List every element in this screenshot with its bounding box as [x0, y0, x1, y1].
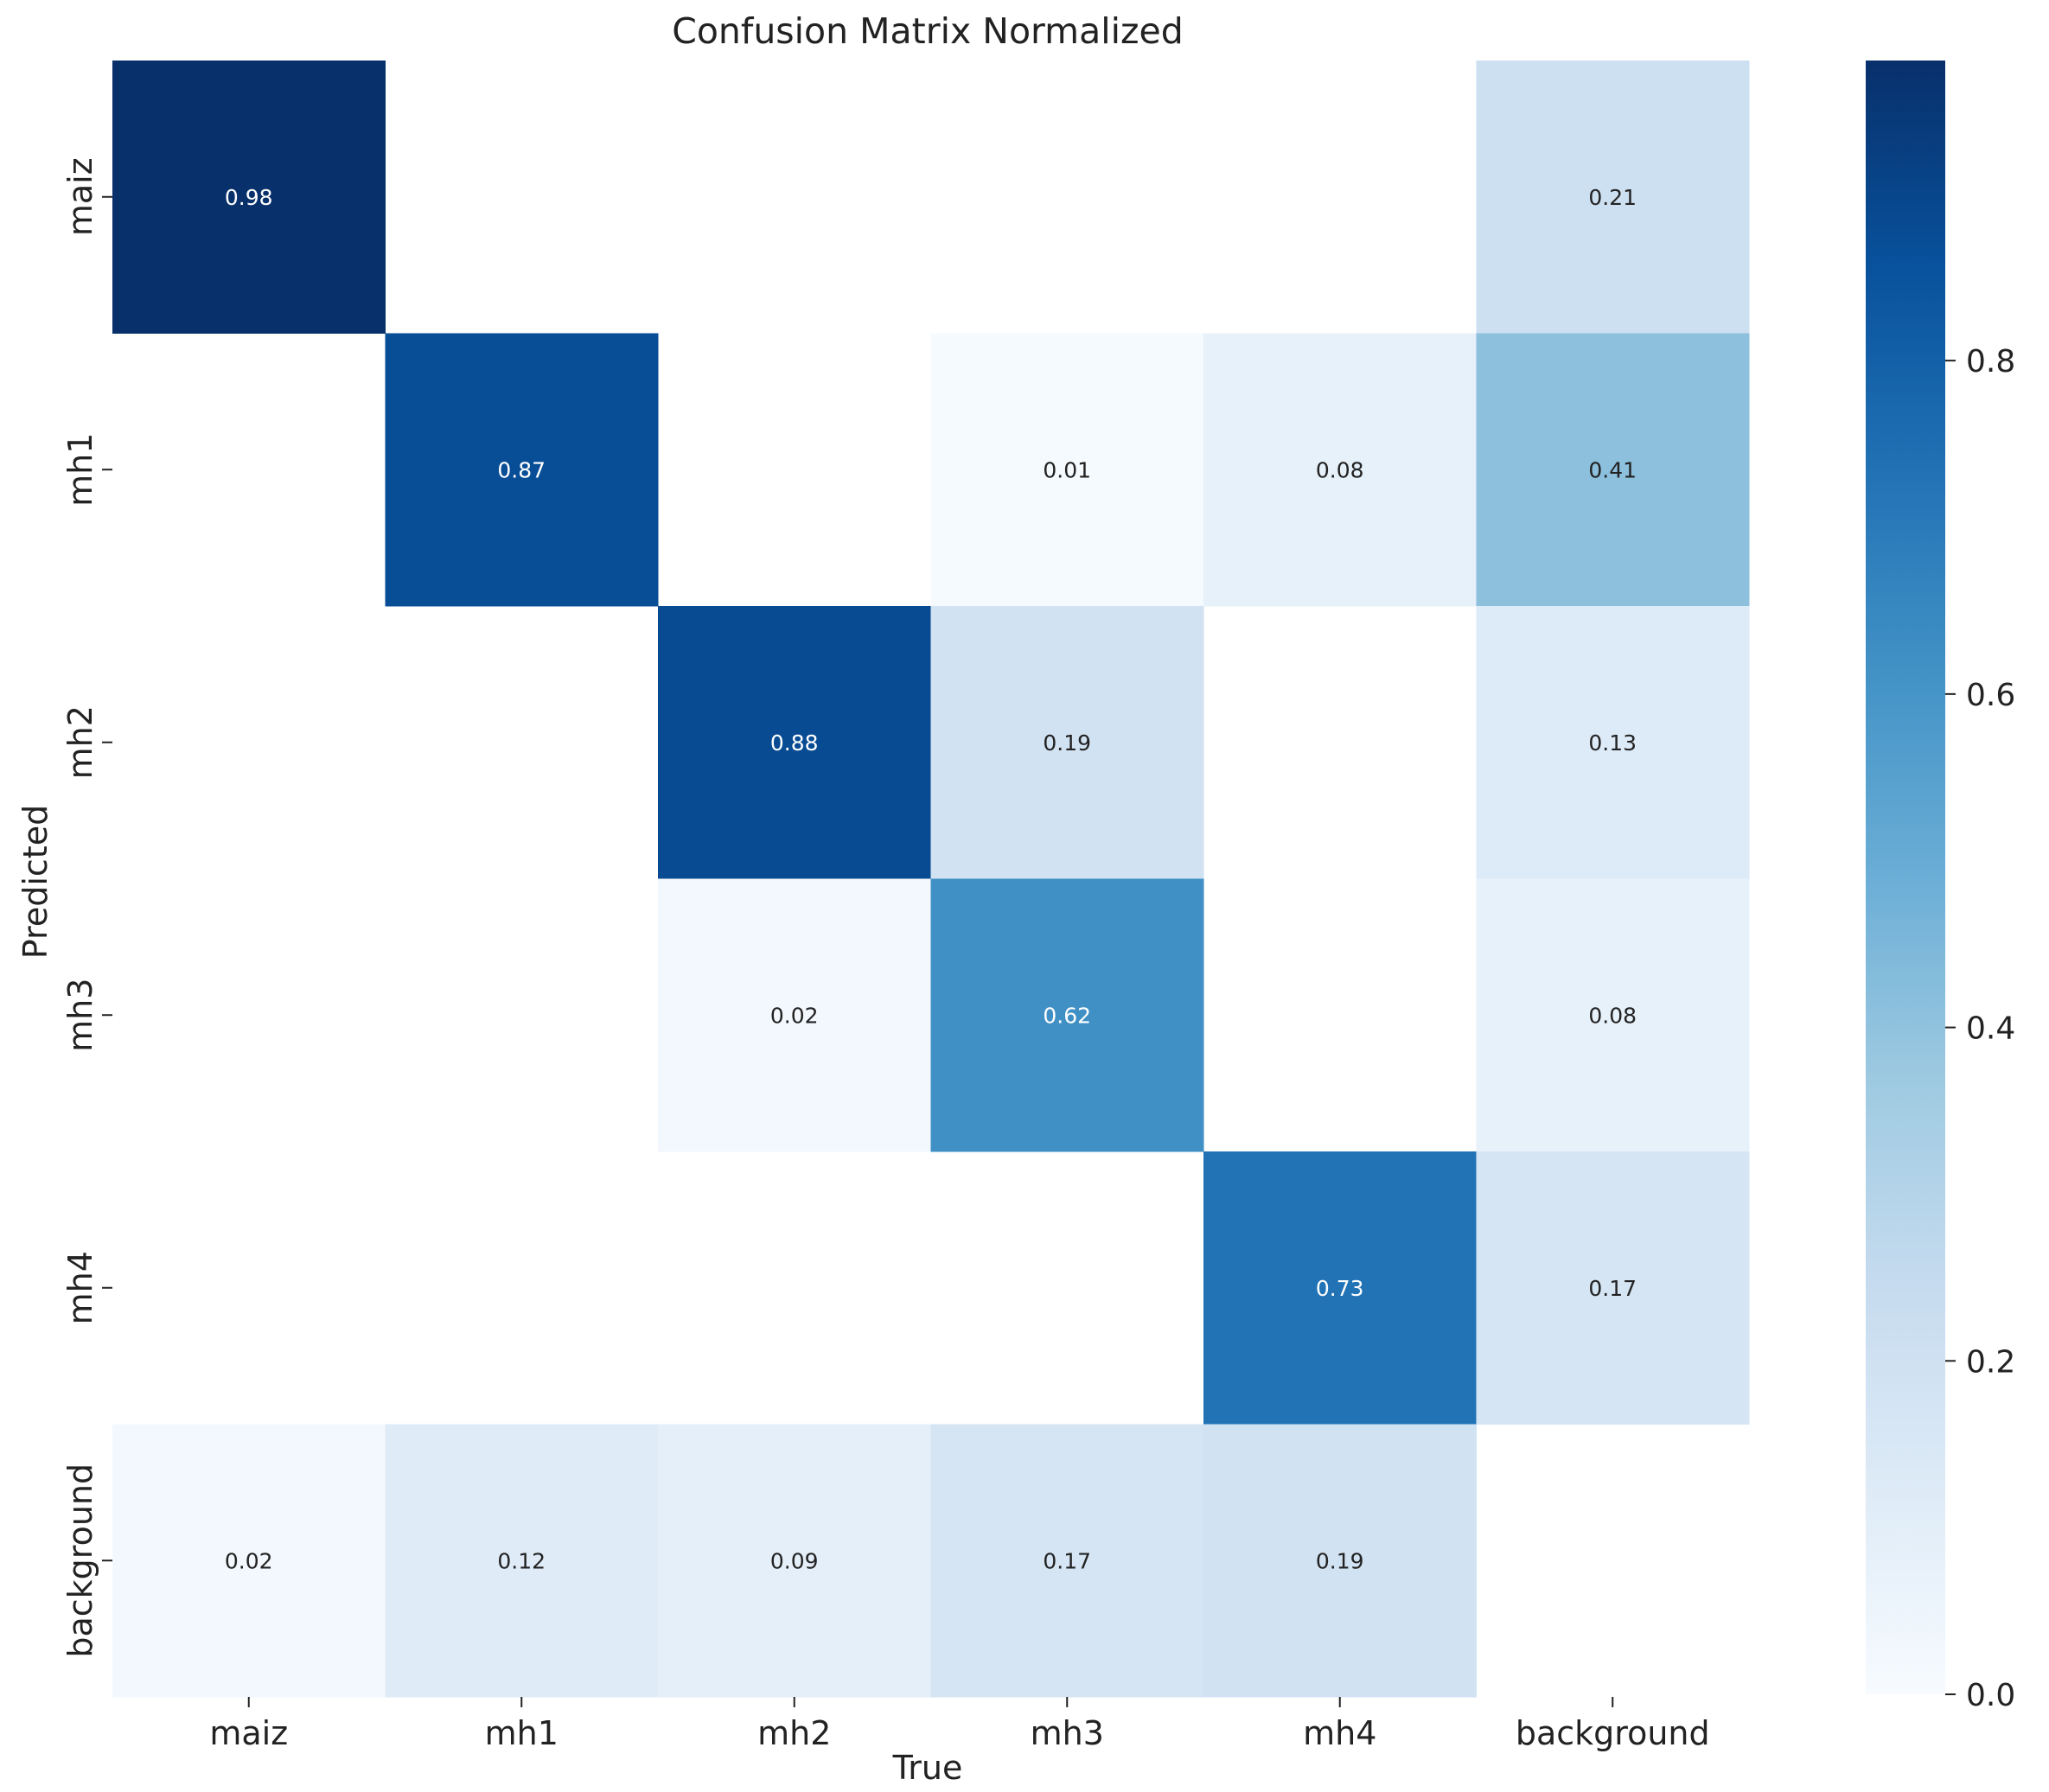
colorbar-ticks: 0.0 0.2 0.4 0.6 0.8: [1945, 344, 2015, 1713]
cell-value-label: 0.02: [770, 1003, 819, 1028]
cell-value-label: 0.13: [1588, 730, 1637, 756]
cell-value-label: 0.02: [225, 1548, 273, 1573]
cell-maiz-background: [1476, 61, 1750, 334]
cell-value-label: 0.19: [1316, 1548, 1364, 1573]
y-axis-label: Predicted: [16, 805, 54, 959]
colorbar: [1866, 61, 1945, 1694]
colorbar-tick-label: 0.8: [1966, 344, 2015, 379]
cell-value-label: 0.01: [1043, 457, 1091, 482]
cell-maiz-maiz: [112, 61, 386, 334]
y-tick-label: mh3: [61, 979, 99, 1052]
x-axis-label: True: [892, 1749, 963, 1787]
cell-value-label: 0.88: [770, 730, 819, 756]
x-tick-label: mh2: [757, 1714, 831, 1752]
y-tick-label: background: [61, 1464, 99, 1658]
cell-value-label: 0.41: [1588, 457, 1637, 482]
cell-value-label: 0.98: [225, 185, 273, 210]
y-tick-label: mh2: [61, 705, 99, 779]
cell-mh4-background: [1476, 1151, 1750, 1425]
x-tick-label: mh3: [1031, 1714, 1104, 1752]
chart-title: Confusion Matrix Normalized: [672, 10, 1184, 52]
cell-mh2-background: [1476, 606, 1750, 879]
cell-mh4-mh4: [1203, 1151, 1477, 1425]
cell-mh1-mh3: [930, 333, 1204, 607]
cell-value-label: 0.08: [1588, 1003, 1637, 1028]
colorbar-tick-label: 0.6: [1966, 678, 2015, 713]
y-tick-label: mh4: [61, 1251, 99, 1324]
cell-mh1-mh1: [385, 333, 659, 607]
cell-mh2-mh2: [658, 606, 931, 879]
x-tick-label: maiz: [209, 1714, 288, 1752]
x-tick-label: mh4: [1303, 1714, 1376, 1752]
cell-value-label: 0.87: [497, 457, 546, 482]
cell-mh1-mh4: [1203, 333, 1477, 607]
cell-value-label: 0.73: [1316, 1276, 1364, 1301]
cell-mh3-mh2: [658, 878, 931, 1152]
cell-value-label: 0.09: [770, 1548, 819, 1573]
colorbar-tick-label: 0.0: [1966, 1678, 2015, 1713]
cell-value-label: 0.19: [1043, 730, 1091, 756]
cell-value-label: 0.08: [1316, 457, 1364, 482]
cell-background-mh4: [1203, 1424, 1477, 1698]
cell-background-mh3: [930, 1424, 1204, 1698]
x-axis-ticks: maiz mh1 mh2 mh3 mh4 background: [209, 1697, 1710, 1752]
cell-background-mh2: [658, 1424, 931, 1698]
cell-value-label: 0.12: [497, 1548, 546, 1573]
y-axis-ticks: maiz mh1 mh2 mh3 mh4 background: [61, 157, 112, 1658]
colorbar-tick-label: 0.4: [1966, 1011, 2015, 1047]
x-tick-label: mh1: [485, 1714, 559, 1752]
cell-value-label: 0.21: [1588, 185, 1637, 210]
heatmap-cells: 0.98 0.21 0.87 0.01 0.08 0.41 0.88 0.19 0.13 0.02…: [112, 61, 1750, 1698]
y-tick-label: maiz: [61, 157, 99, 236]
cell-mh2-mh3: [930, 606, 1204, 879]
colorbar-tick-label: 0.2: [1966, 1344, 2015, 1380]
cell-mh3-background: [1476, 878, 1750, 1152]
cell-background-mh1: [385, 1424, 659, 1698]
cell-value-label: 0.17: [1588, 1276, 1637, 1301]
cell-background-maiz: [112, 1424, 386, 1698]
cell-value-label: 0.17: [1043, 1548, 1091, 1573]
cell-mh3-mh3: [930, 878, 1204, 1152]
cell-value-label: 0.62: [1043, 1003, 1091, 1028]
x-tick-label: background: [1516, 1714, 1710, 1752]
cell-mh1-background: [1476, 333, 1750, 607]
y-tick-label: mh1: [61, 433, 99, 507]
